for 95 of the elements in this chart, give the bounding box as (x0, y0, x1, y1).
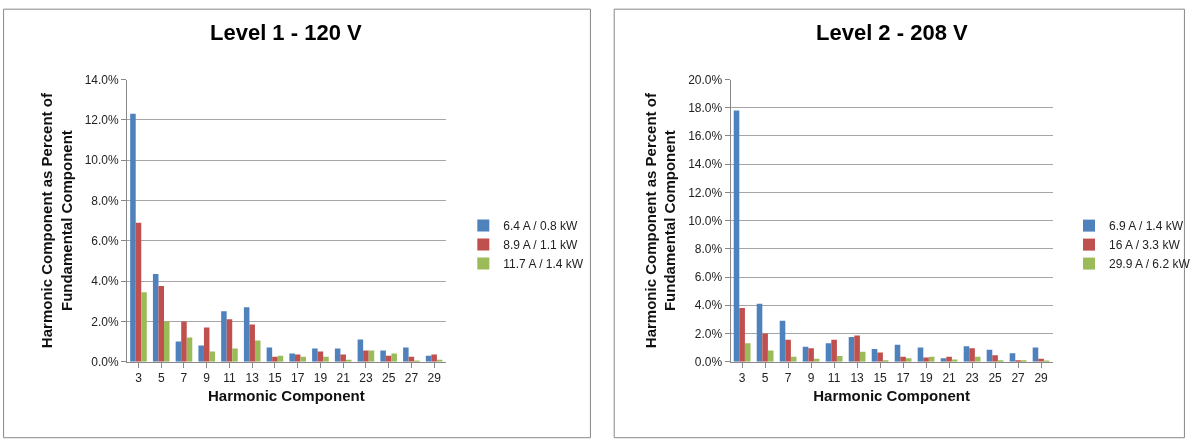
x-tick-label: 5 (157, 371, 165, 386)
bar (877, 352, 883, 362)
x-axis-title: Harmonic Component (207, 387, 365, 405)
y-tick-label: 12.0% (688, 185, 723, 200)
y-tick-label: 0.0% (91, 354, 120, 369)
bar (181, 321, 187, 362)
y-tick-label: 10.0% (84, 153, 120, 168)
y-tick-label: 20.0% (688, 72, 723, 87)
y-tick-label: 6.0% (91, 233, 120, 248)
y-axis-title: Harmonic Component as Percent of Fundamental Component (38, 92, 75, 349)
x-tick-label: 21 (942, 371, 957, 386)
chart-title: Level 1 - 120 V (210, 20, 362, 45)
x-tick-label: 17 (896, 371, 911, 386)
bar (403, 347, 409, 362)
bar (767, 350, 774, 362)
y-tick-label: 4.0% (91, 274, 120, 289)
bar (141, 292, 147, 362)
y-tick-label: 0.0% (694, 354, 723, 369)
x-tick-label: 29 (1034, 371, 1049, 386)
bar (249, 324, 255, 362)
x-tick-label: 15 (873, 371, 888, 386)
y-tick-label: 2.0% (694, 326, 723, 341)
x-tick-label: 13 (850, 371, 865, 386)
x-tick-label: 3 (738, 371, 746, 386)
x-tick-label: 7 (180, 371, 188, 386)
bar (130, 113, 136, 362)
bar (164, 321, 170, 362)
bar (363, 350, 369, 362)
bar (831, 339, 837, 362)
bar (209, 351, 216, 362)
y-tick-label: 14.0% (84, 72, 120, 87)
bar (992, 355, 998, 362)
bar (158, 286, 164, 362)
legend-label: 29.9 A / 6.2 kW (1109, 257, 1191, 272)
x-tick-label: 9 (807, 371, 815, 386)
y-tick-label: 8.0% (694, 242, 723, 257)
y-tick-label: 8.0% (91, 193, 120, 208)
x-tick-label: 27 (404, 371, 419, 386)
x-tick-label: 11 (827, 371, 841, 386)
bar (186, 337, 193, 362)
x-tick-label: 3 (135, 371, 143, 386)
x-tick-label: 7 (784, 371, 792, 386)
bar (312, 348, 318, 362)
bar (198, 345, 204, 362)
legend-label: 6.9 A / 1.4 kW (1109, 219, 1184, 234)
bar (923, 357, 929, 362)
y-tick-label: 18.0% (688, 100, 723, 115)
x-tick-label: 25 (988, 371, 1003, 386)
x-tick-label: 29 (427, 371, 442, 386)
x-tick-label: 13 (245, 371, 260, 386)
x-tick-label: 5 (761, 371, 769, 386)
bar (785, 339, 791, 362)
x-tick-label: 17 (291, 371, 305, 386)
y-axis-title: Harmonic Component as Percent of Fundamental Component (641, 92, 679, 349)
bar (854, 335, 860, 362)
bar (221, 311, 227, 362)
chart-title: Level 2 - 208 V (816, 20, 968, 45)
bar (340, 354, 346, 362)
bar (380, 350, 386, 362)
y-tick-label: 6.0% (694, 270, 723, 285)
bar (391, 353, 397, 362)
bar (232, 348, 238, 362)
legend-label: 6.4 A / 0.8 kW (503, 219, 579, 234)
x-tick-label: 27 (1011, 371, 1026, 386)
x-tick-label: 11 (223, 371, 236, 386)
bar (762, 333, 768, 362)
bar (744, 343, 751, 362)
bar (203, 327, 210, 362)
bar (135, 222, 142, 362)
y-tick-label: 2.0% (91, 314, 120, 329)
legend-label: 16 A / 3.3 kW (1109, 238, 1181, 253)
bar (969, 348, 975, 362)
x-tick-label: 15 (268, 371, 282, 386)
y-tick-label: 12.0% (84, 113, 120, 128)
y-tick-label: 14.0% (688, 157, 723, 172)
bar (808, 348, 814, 362)
y-tick-label: 4.0% (694, 298, 723, 313)
x-tick-label: 21 (336, 371, 351, 386)
y-tick-label: 16.0% (688, 129, 723, 144)
x-tick-label: 9 (203, 371, 211, 386)
x-tick-label: 19 (313, 371, 328, 386)
legend-label: 8.9 A / 1.1 kW (503, 238, 579, 253)
x-tick-label: 25 (381, 371, 396, 386)
x-axis-title: Harmonic Component (813, 387, 970, 405)
bar (431, 354, 437, 362)
y-tick-label: 10.0% (688, 213, 723, 228)
x-tick-label: 19 (919, 371, 934, 386)
bar (152, 274, 159, 362)
x-tick-label: 23 (965, 371, 980, 386)
bar (739, 308, 745, 362)
bar (226, 319, 233, 362)
x-tick-label: 23 (359, 371, 373, 386)
bar (289, 353, 295, 362)
legend-label: 11.7 A / 1.4 kW (503, 257, 584, 272)
bar (243, 307, 250, 362)
